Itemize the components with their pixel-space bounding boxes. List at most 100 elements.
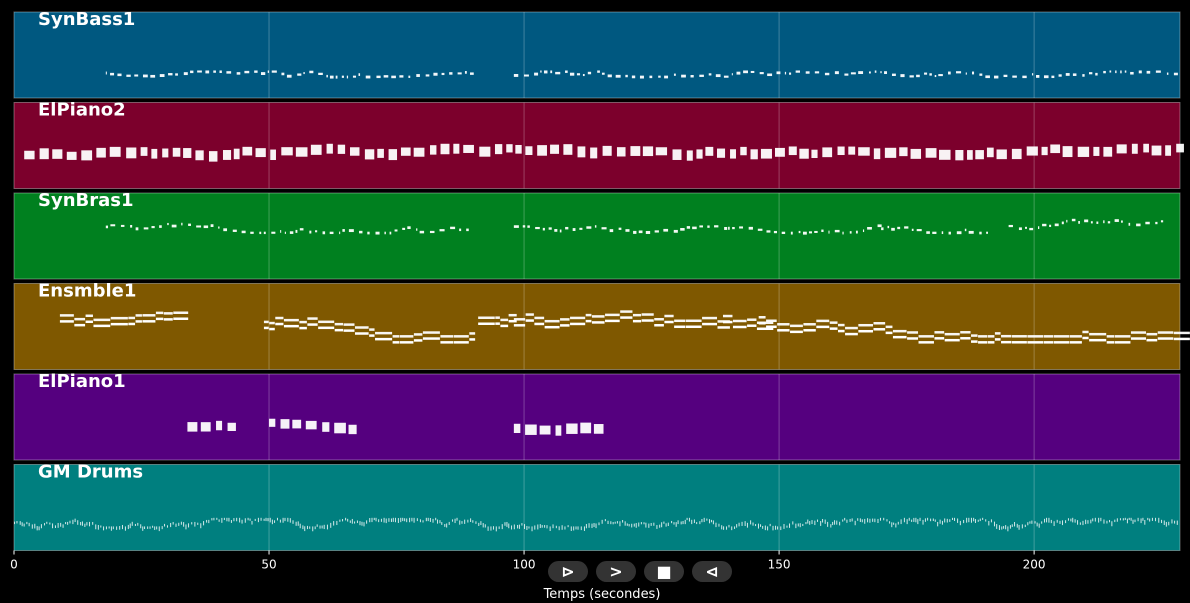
- note: [632, 319, 642, 323]
- note: [267, 70, 270, 73]
- note: [59, 320, 74, 323]
- note: [884, 71, 887, 75]
- note: [630, 146, 641, 156]
- note: [1069, 341, 1082, 344]
- note: [844, 517, 846, 521]
- note: [419, 519, 421, 523]
- note: [191, 522, 193, 525]
- note: [147, 526, 149, 529]
- note: [334, 422, 346, 434]
- note: [1151, 145, 1162, 156]
- note: [577, 526, 579, 530]
- note: [60, 522, 62, 527]
- note: [775, 525, 777, 530]
- track-panel: [13, 11, 1181, 99]
- note: [955, 71, 962, 74]
- note: [135, 227, 139, 231]
- note: [907, 337, 919, 340]
- note: [873, 322, 886, 325]
- note: [550, 70, 553, 74]
- note: [872, 518, 874, 522]
- note: [400, 147, 411, 156]
- note: [948, 231, 951, 235]
- note: [1043, 75, 1049, 79]
- track-label: Ensmble1: [38, 281, 136, 302]
- note: [638, 230, 643, 234]
- note: [954, 517, 956, 521]
- note: [110, 72, 115, 76]
- note: [263, 231, 266, 235]
- note: [809, 521, 811, 525]
- forward-button[interactable]: >: [596, 561, 636, 582]
- note: [367, 231, 370, 235]
- note: [560, 318, 570, 321]
- note: [183, 72, 188, 76]
- note: [563, 144, 573, 155]
- note: [544, 525, 546, 528]
- note: [1072, 517, 1074, 523]
- note: [194, 521, 196, 527]
- note: [650, 522, 652, 526]
- note: [1136, 223, 1141, 227]
- note: [663, 521, 665, 524]
- note: [979, 73, 983, 76]
- note: [591, 523, 593, 529]
- note: [1094, 517, 1096, 522]
- note: [895, 523, 897, 528]
- note: [150, 74, 156, 78]
- note: [803, 323, 816, 326]
- note: [1085, 519, 1087, 525]
- note: [939, 519, 941, 524]
- note: [1082, 336, 1089, 340]
- note: [944, 332, 960, 336]
- note: [188, 523, 190, 528]
- note: [250, 231, 254, 234]
- note: [834, 71, 839, 75]
- note: [580, 526, 582, 531]
- note: [1036, 522, 1038, 527]
- note: [937, 521, 939, 527]
- note: [44, 523, 46, 526]
- back-button[interactable]: ⊲: [692, 561, 732, 582]
- note: [203, 225, 209, 229]
- stop-button[interactable]: ■: [644, 561, 684, 582]
- note: [1130, 71, 1134, 75]
- play-button[interactable]: ⊳: [548, 561, 588, 582]
- note: [236, 517, 238, 522]
- note: [889, 521, 891, 524]
- note: [883, 517, 885, 521]
- note: [1142, 517, 1144, 521]
- note: [523, 74, 529, 77]
- note: [1115, 70, 1117, 74]
- note: [140, 147, 148, 156]
- note: [69, 520, 71, 524]
- note: [1077, 146, 1090, 157]
- note: [522, 225, 526, 228]
- note: [740, 146, 747, 156]
- note: [867, 518, 869, 523]
- note: [930, 518, 932, 522]
- note: [968, 517, 970, 523]
- note: [378, 519, 380, 523]
- note: [219, 70, 222, 74]
- note: [1011, 335, 1027, 338]
- note: [805, 71, 810, 74]
- note: [1088, 72, 1093, 75]
- x-axis-label: Temps (secondes): [543, 587, 661, 602]
- note: [595, 523, 597, 529]
- note: [1042, 223, 1047, 227]
- note: [388, 149, 398, 161]
- note: [757, 523, 759, 529]
- note: [881, 227, 884, 231]
- note: [916, 229, 922, 232]
- note: [886, 519, 888, 522]
- note: [625, 74, 628, 78]
- note: [642, 146, 654, 157]
- note: [759, 72, 764, 75]
- note: [346, 75, 349, 79]
- note: [985, 75, 990, 79]
- note: [620, 310, 633, 313]
- note: [769, 523, 771, 527]
- note: [585, 313, 592, 317]
- note: [119, 526, 121, 530]
